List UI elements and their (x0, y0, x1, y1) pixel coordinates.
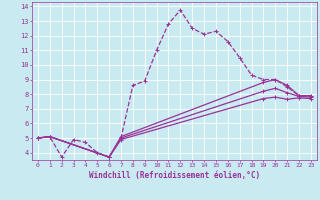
X-axis label: Windchill (Refroidissement éolien,°C): Windchill (Refroidissement éolien,°C) (89, 171, 260, 180)
